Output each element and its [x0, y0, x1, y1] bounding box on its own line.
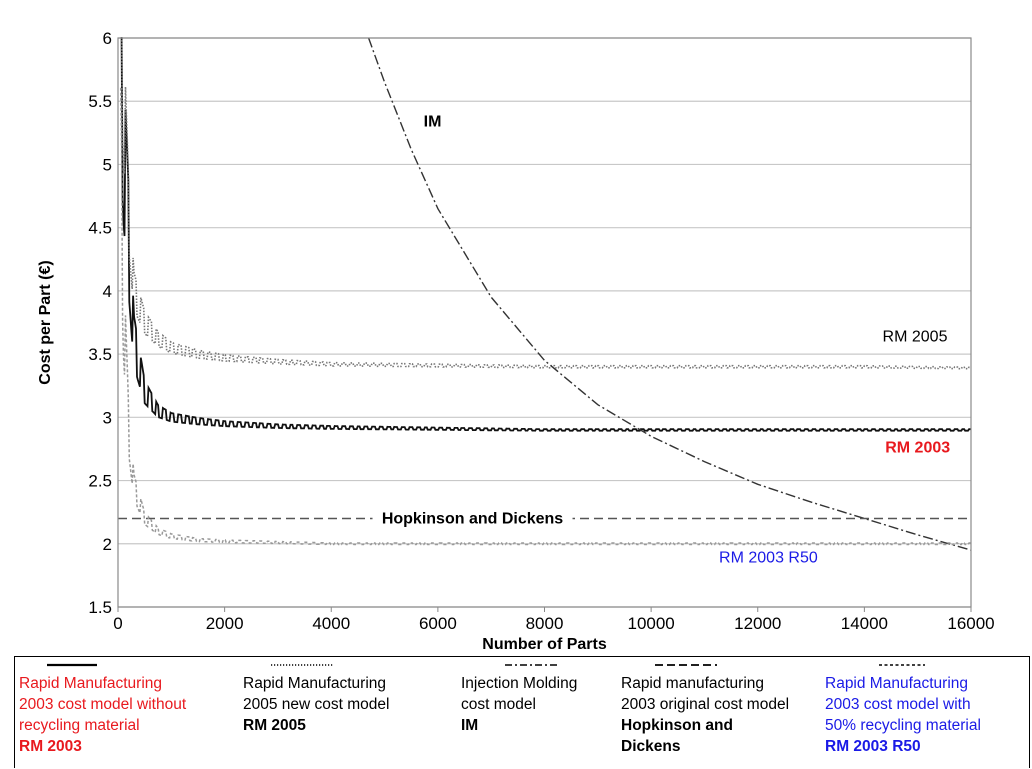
legend-series-name: Hopkinson and Dickens: [621, 717, 733, 755]
legend-entry-rm2003-r50: Rapid Manufacturing 2003 cost model with…: [825, 657, 981, 757]
x-tick-label: 4000: [312, 614, 350, 633]
series-label: RM 2005: [883, 328, 948, 345]
annotation-background: [372, 509, 573, 530]
legend-entry-rm2005: Rapid Manufacturing 2005 new cost model …: [243, 657, 389, 736]
legend-description: Rapid Manufacturing 2003 cost model with…: [19, 675, 187, 734]
series-label: RM 2003: [885, 440, 950, 457]
legend-symbol: [461, 657, 577, 673]
y-tick-label: 4: [103, 282, 112, 301]
y-tick-label: 2: [103, 535, 112, 554]
y-tick-label: 1.5: [88, 598, 112, 617]
legend-entry-hopkinson-dickens: Rapid manufacturing 2003 original cost m…: [621, 657, 789, 757]
legend-symbol: [825, 657, 981, 673]
legend-description: Injection Molding cost model: [461, 675, 578, 713]
tick-labels: 1.5 2 2.5 3 3.5 4 4.5 5 5.5 6 0 2000 4000 6000 8000 100…: [88, 29, 994, 633]
series-line-rm-2003-r50: [119, 87, 971, 546]
y-tick-label: 5.5: [88, 92, 112, 111]
x-tick-label: 2000: [206, 614, 244, 633]
legend-series-name: RM 2003: [19, 738, 82, 755]
y-tick-label: 6: [103, 29, 112, 48]
x-tick-label: 8000: [526, 614, 564, 633]
legend-symbol: [621, 657, 789, 673]
x-axis-title: Number of Parts: [482, 636, 607, 653]
legend-symbol: [19, 657, 186, 673]
axes: [117, 37, 972, 612]
x-tick-label: 12000: [734, 614, 781, 633]
y-tick-label: 5: [103, 155, 112, 174]
series-line-rm-2005: [120, 37, 971, 370]
y-axis-title: Cost per Part (€): [37, 260, 54, 384]
legend-description: Rapid Manufacturing 2005 new cost model: [243, 675, 390, 713]
annotations: IM RM 2005 RM 2003 Hopkinson and Dickens RM …: [372, 114, 950, 567]
series-label: Hopkinson and Dickens: [382, 511, 563, 528]
series-line-im: [367, 37, 972, 551]
legend-description: Rapid manufacturing 2003 original cost m…: [621, 675, 790, 713]
legend-entry-im: Injection Molding cost model IM: [461, 657, 577, 736]
legend: Rapid Manufacturing 2003 cost model with…: [14, 656, 1030, 768]
x-tick-label: 0: [113, 614, 122, 633]
legend-symbol: [243, 657, 389, 673]
x-tick-label: 10000: [627, 614, 674, 633]
series-label: RM 2003 R50: [719, 550, 818, 567]
x-tick-label: 14000: [841, 614, 888, 633]
y-tick-label: 4.5: [88, 219, 112, 238]
x-tick-label: 6000: [419, 614, 457, 633]
series-layer: [118, 37, 972, 551]
cost-chart: 1.5 2 2.5 3 3.5 4 4.5 5 5.5 6 0 2000 4000 6000 8000 100…: [37, 29, 995, 653]
series-label: IM: [424, 114, 442, 131]
legend-series-name: RM 2003 R50: [825, 738, 921, 755]
x-tick-label: 16000: [947, 614, 994, 633]
legend-description: Rapid Manufacturing 2003 cost model with…: [825, 675, 981, 734]
legend-series-name: IM: [461, 717, 479, 734]
legend-entry-rm2003: Rapid Manufacturing 2003 cost model with…: [19, 657, 186, 757]
plot-area-frame: [117, 37, 972, 608]
y-tick-label: 3.5: [88, 345, 112, 364]
y-tick-label: 3: [103, 408, 112, 427]
y-tick-label: 2.5: [88, 472, 112, 491]
legend-series-name: RM 2005: [243, 717, 306, 734]
series-line-rm-2003: [120, 37, 971, 432]
